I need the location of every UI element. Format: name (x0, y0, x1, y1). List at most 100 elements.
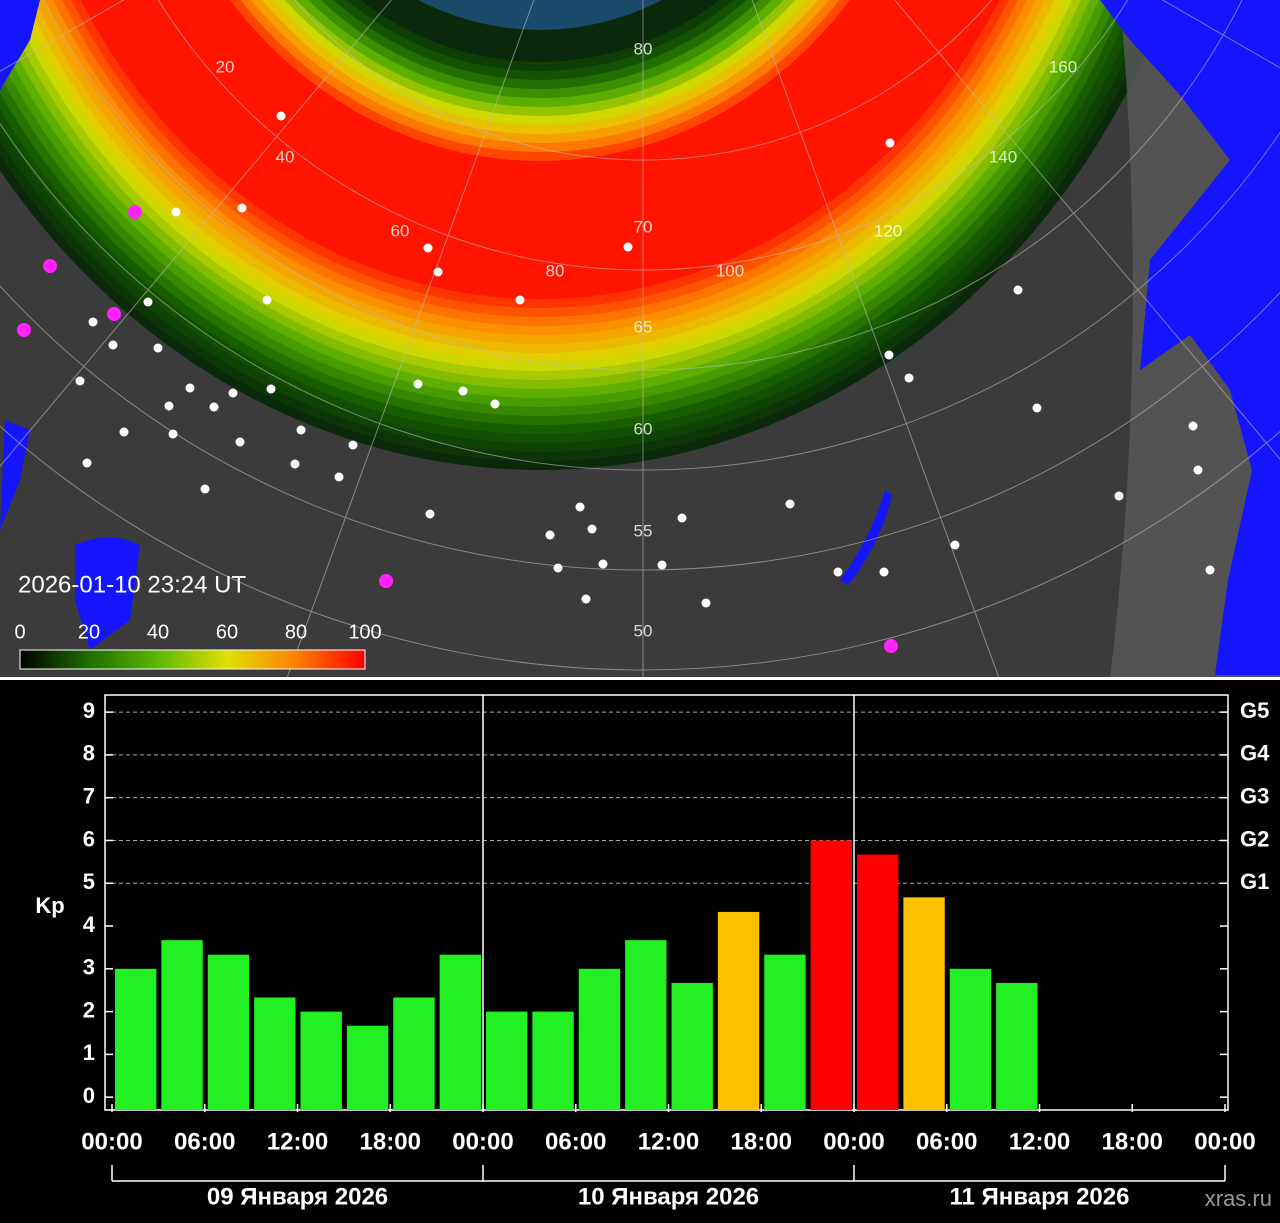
city (423, 243, 433, 253)
city (581, 594, 591, 604)
y-tick-label: 0 (83, 1083, 95, 1108)
bar (810, 840, 852, 1110)
city (235, 437, 245, 447)
city (950, 540, 960, 550)
longitude-label: 160 (1049, 57, 1077, 76)
observatory (379, 574, 393, 588)
city (153, 343, 163, 353)
bar (393, 997, 435, 1110)
bar (532, 1011, 574, 1110)
city (290, 459, 300, 469)
separator (0, 677, 1280, 680)
day-label: 11 Января 2026 (950, 1183, 1130, 1210)
bar (346, 1025, 389, 1110)
longitude-label: 140 (989, 147, 1017, 166)
bar (949, 968, 992, 1110)
city (200, 484, 210, 494)
bar (671, 982, 713, 1110)
city (515, 295, 525, 305)
city (88, 317, 98, 327)
kp-chart: G1 G2 G3 G4 G5 0 1 2 3 4 5 6 7 8 9 Kp 00:00 06:00 12:00 18:… (35, 694, 1272, 1211)
x-tick-label: 18:00 (360, 1128, 421, 1155)
y-tick-label: 3 (83, 955, 95, 980)
observatory (884, 639, 898, 653)
watermark: xras.ru (1205, 1186, 1272, 1211)
x-tick-label: 12:00 (1009, 1128, 1070, 1155)
y-tick-label: 4 (83, 912, 96, 937)
city (1114, 491, 1124, 501)
colorbar (19, 649, 366, 670)
city (75, 376, 85, 386)
city (171, 207, 181, 217)
city (701, 598, 711, 608)
aurora-map: 20 40 60 80 100 120 140 160 80 70 65 60 55 50 2026-01… (0, 0, 1280, 680)
longitude-label: 80 (546, 261, 565, 280)
x-tick-label: 00:00 (452, 1128, 513, 1155)
city (209, 402, 219, 412)
city (108, 340, 118, 350)
colorbar-ticks: 0 20 40 60 80 100 (14, 621, 381, 643)
city (1188, 421, 1198, 431)
observatory (128, 205, 142, 219)
x-tick-label: 06:00 (916, 1128, 977, 1155)
city (413, 379, 423, 389)
x-tick-label: 18:00 (731, 1128, 792, 1155)
y2-tick-label: G5 (1240, 698, 1269, 723)
x-tick-label: 12:00 (638, 1128, 699, 1155)
city (266, 384, 276, 394)
city (185, 383, 195, 393)
day-label: 09 Января 2026 (207, 1183, 388, 1210)
bar (254, 997, 296, 1110)
graticule-labels: 20 40 60 80 100 120 140 160 80 70 65 60 55 50 (216, 39, 1078, 640)
x-tick-label: 00:00 (823, 1128, 884, 1155)
meridian (894, 0, 1280, 460)
colorbar-tick-label: 60 (216, 621, 238, 643)
colorbar-tick-label: 40 (147, 621, 169, 643)
day-label: 10 Января 2026 (578, 1183, 759, 1210)
bar (486, 1011, 528, 1110)
x-tick-label: 06:00 (174, 1128, 235, 1155)
longitude-label: 20 (216, 57, 235, 76)
latitude-label: 60 (634, 419, 653, 438)
sea (0, 0, 140, 650)
city (833, 567, 843, 577)
observatory (17, 323, 31, 337)
bar (161, 940, 203, 1110)
cities (17, 111, 1215, 653)
city (334, 472, 344, 482)
y-tick-label: 8 (83, 741, 95, 766)
city (1013, 285, 1023, 295)
bar (996, 982, 1038, 1110)
city (884, 350, 894, 360)
city (262, 295, 272, 305)
city (143, 297, 153, 307)
bar (764, 954, 806, 1110)
city (904, 373, 914, 383)
city (553, 563, 563, 573)
y2-tick-label: G1 (1240, 869, 1269, 894)
y-tick-label: 7 (83, 783, 95, 808)
city (785, 499, 795, 509)
meridian (285, 0, 535, 680)
city (168, 429, 178, 439)
city (885, 138, 895, 148)
bar (300, 1011, 342, 1110)
y-tick-label: 5 (83, 869, 95, 894)
latitude-label: 80 (634, 39, 653, 58)
city (677, 513, 687, 523)
meridian (0, 0, 125, 72)
observatory (43, 259, 57, 273)
y-tick-label: 2 (83, 997, 95, 1022)
city (623, 242, 633, 252)
latitude-label: 70 (634, 217, 653, 236)
graticule (0, 0, 1280, 680)
bar (439, 954, 481, 1110)
x-tick-label: 00:00 (1194, 1128, 1255, 1155)
bar (115, 968, 157, 1110)
city (119, 427, 129, 437)
city (296, 425, 306, 435)
city (587, 524, 597, 534)
city (458, 386, 468, 396)
city (657, 560, 667, 570)
